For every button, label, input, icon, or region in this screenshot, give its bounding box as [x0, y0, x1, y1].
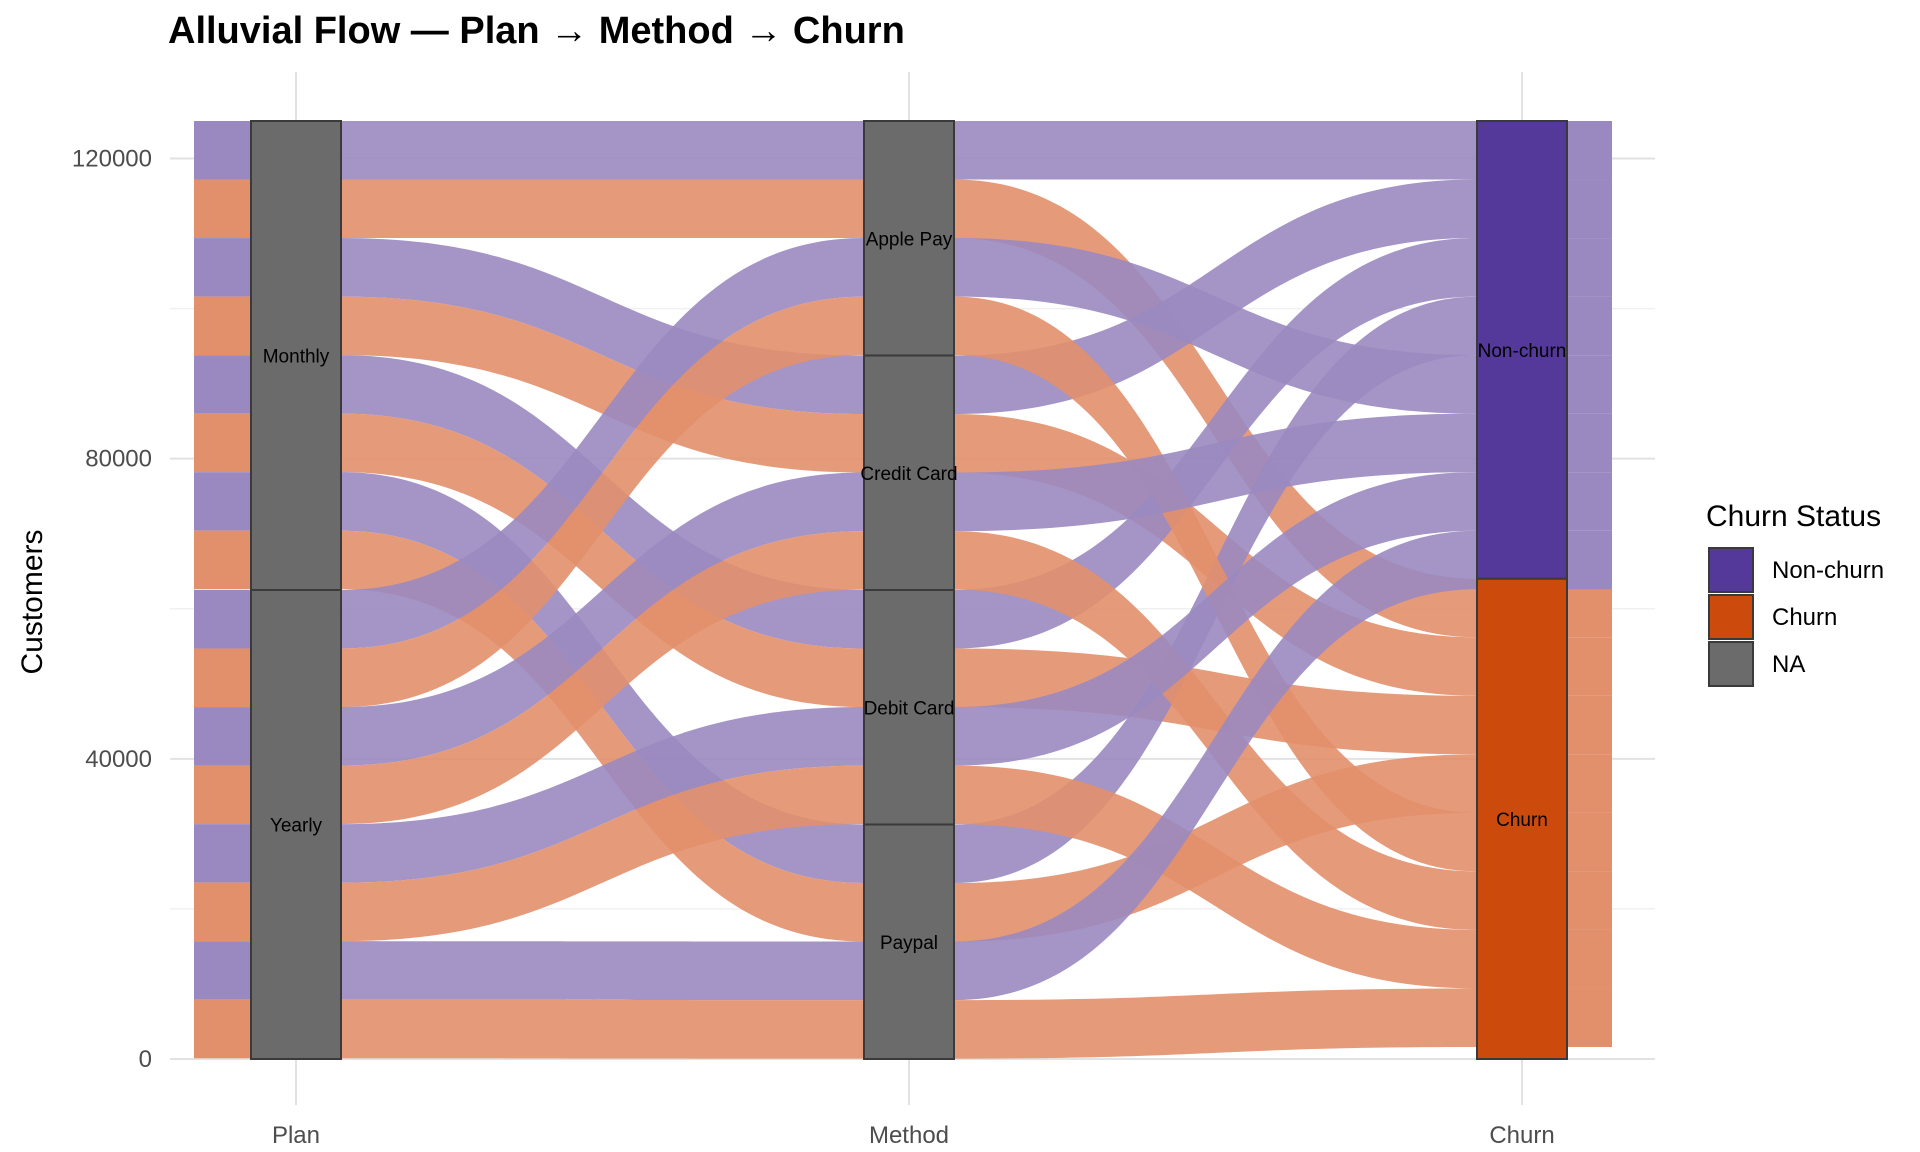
stratum-label: Yearly: [270, 816, 323, 837]
flow-ribbon: [909, 238, 1522, 414]
stratum-box: [863, 120, 955, 357]
flow-ribbon: [296, 999, 909, 1059]
legend-swatch: [1708, 594, 1754, 640]
y-tick-label: 80000: [85, 446, 152, 473]
legend-label: Churn: [1772, 604, 1837, 631]
stratum-box: [1476, 120, 1568, 580]
axis-layer: 0 40000 80000 120000 Plan Method Churn: [72, 146, 1555, 1149]
flow-ribbon: [296, 472, 909, 766]
legend-swatch: [1708, 547, 1754, 593]
flow-ribbon: [296, 531, 909, 825]
legend-swatch: [1708, 641, 1754, 687]
stratum-box: [863, 589, 955, 826]
flow-ribbon: [909, 472, 1522, 766]
flow-ribbon: [909, 121, 1522, 180]
y-tick-label: 0: [139, 1046, 152, 1073]
flow-ribbon: [909, 296, 1522, 872]
legend-label: NA: [1772, 651, 1805, 678]
flow-ribbon: [909, 531, 1522, 930]
x-tick-label: Plan: [272, 1122, 320, 1149]
flow-ribbon: [296, 941, 909, 1001]
flow-ribbon: [296, 238, 909, 649]
stratum-label: Credit Card: [860, 464, 957, 485]
legend-title: Churn Status: [1706, 500, 1881, 533]
stratum-box: [250, 589, 342, 1060]
legend-label: Non-churn: [1772, 557, 1884, 584]
y-tick-label: 40000: [85, 746, 152, 773]
chart-title: Alluvial Flow — Plan → Method → Churn: [168, 10, 905, 52]
flow-ribbon: [909, 988, 1522, 1059]
x-tick-label: Method: [869, 1122, 949, 1149]
y-tick-label: 120000: [72, 146, 152, 173]
stratum-box: [863, 354, 955, 591]
flow-ribbon: [296, 296, 909, 473]
flow-ribbon: [296, 296, 909, 708]
stratum-box: [1476, 577, 1568, 1061]
flow-ribbon: [296, 707, 909, 883]
flow-ribbon: [909, 765, 1522, 989]
legend: Churn Status Non-churn Churn NA: [1706, 500, 1884, 687]
x-tick-label: Churn: [1489, 1122, 1554, 1149]
flow-ribbon: [296, 530, 909, 942]
flow-ribbon: [296, 121, 909, 180]
flow-ribbon: [296, 413, 909, 708]
flow-ribbon: [296, 179, 909, 239]
stratum-box: [250, 120, 342, 591]
stratum-label: Debit Card: [864, 698, 955, 719]
flow-ribbon: [296, 765, 909, 942]
flow-ribbon: [909, 530, 1522, 1001]
stratum-label: Paypal: [880, 933, 938, 954]
y-axis-title: Customers: [16, 529, 49, 674]
stratum-label: Non-churn: [1478, 341, 1567, 362]
stratum-label: Apple Pay: [866, 229, 953, 250]
flow-ribbon: [909, 413, 1522, 532]
stratum-label: Monthly: [263, 347, 330, 368]
strata-layer: Monthly Yearly Apple Pay Credit Card Debit C…: [250, 120, 1568, 1061]
flow-ribbon: [909, 179, 1522, 638]
flow-layer: [194, 121, 1612, 1059]
stratum-label: Churn: [1496, 810, 1548, 831]
stratum-box: [863, 823, 955, 1060]
